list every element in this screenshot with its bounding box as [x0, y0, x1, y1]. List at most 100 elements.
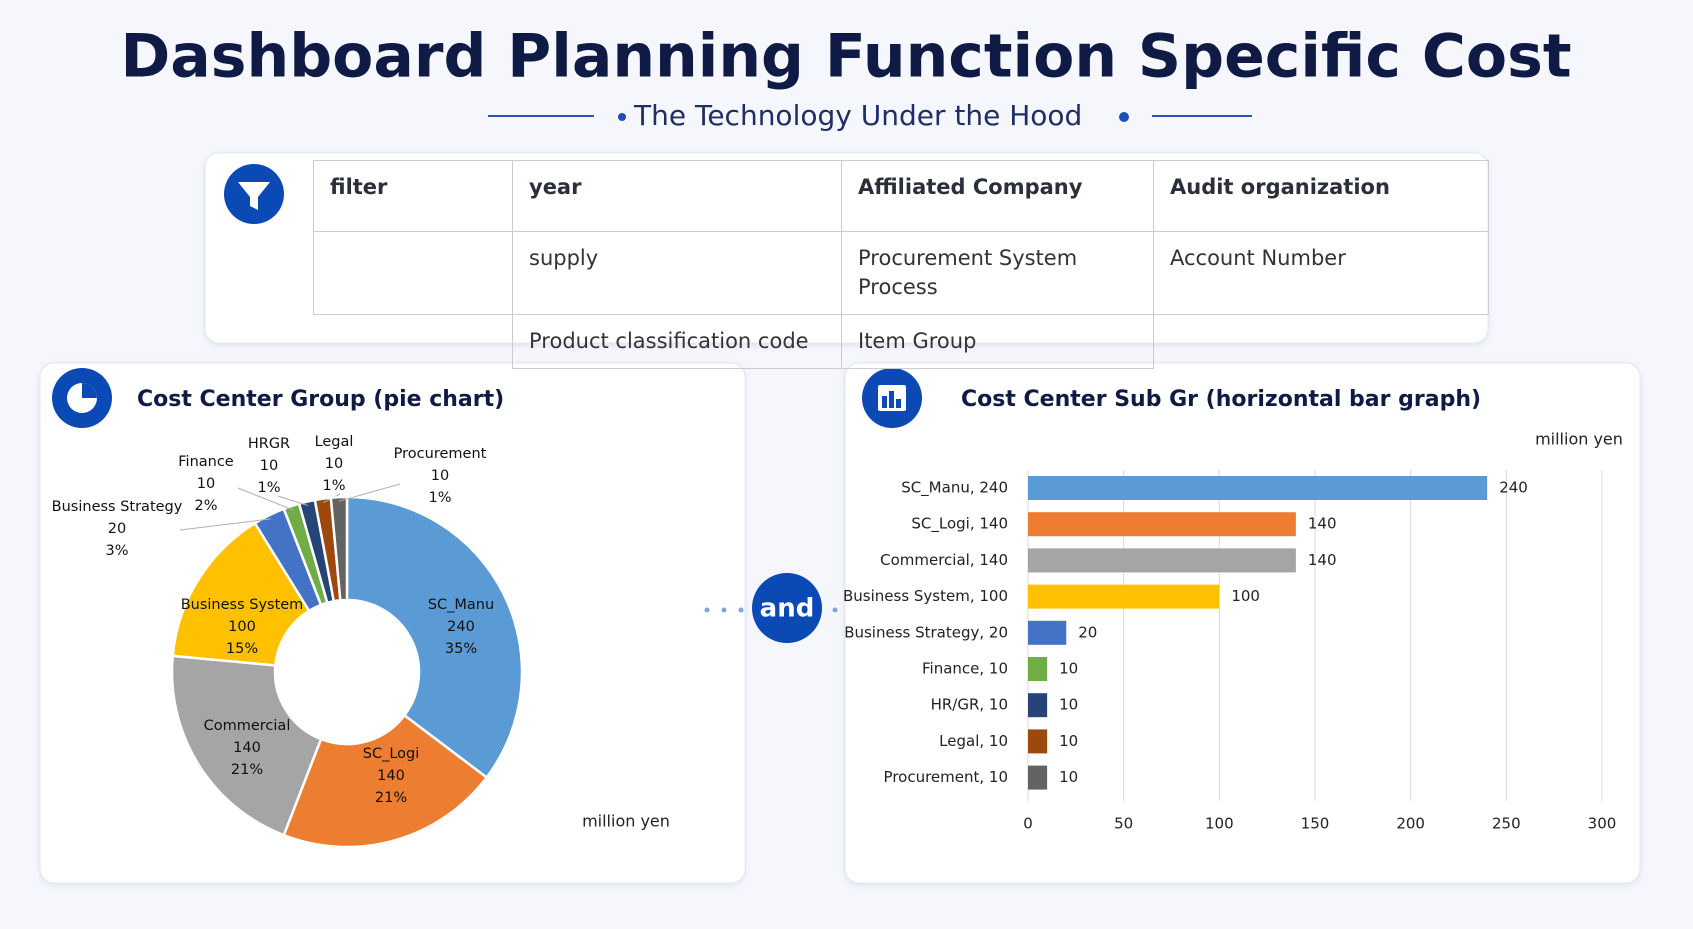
bar [1028, 548, 1296, 573]
slice-label: Commercial [204, 718, 291, 734]
y-tick-label: Procurement, 10 [884, 768, 1008, 786]
value-label: 240 [447, 619, 475, 635]
header-cell: year [512, 160, 842, 232]
bar [1028, 693, 1048, 718]
y-tick-label: Legal, 10 [939, 732, 1008, 750]
unit-label: million yen [1535, 430, 1623, 449]
decor-dot [1119, 112, 1129, 122]
value-label: 140 [377, 768, 405, 784]
funnel-glyph [238, 182, 270, 210]
bar [1028, 729, 1048, 754]
pie-glyph-cut [82, 383, 97, 398]
value-label: 100 [1231, 587, 1260, 605]
y-tick-label: Commercial, 140 [880, 551, 1008, 569]
slice-label: Business System [181, 597, 304, 613]
leader-line [338, 483, 401, 502]
slice-label: Procurement [394, 446, 487, 462]
table-cell: Account Number [1153, 231, 1489, 315]
percent-label: 21% [231, 762, 263, 778]
y-tick-label: SC_Logi, 140 [911, 515, 1008, 534]
filter-table: filter year Affiliated Company Audit organi… [313, 160, 1489, 369]
value-label: 10 [1059, 660, 1078, 678]
value-label: 10 [1059, 696, 1078, 714]
chart-title: Cost Center Group (pie chart) [137, 387, 504, 412]
value-label: 10 [1059, 732, 1078, 750]
y-tick-label: SC_Manu, 240 [901, 479, 1008, 498]
x-tick-label: 150 [1301, 815, 1330, 833]
header-cell: filter [313, 160, 513, 232]
table-row: supply Procurement System Process Account … [313, 231, 1489, 315]
dot [738, 607, 744, 613]
table-cell [313, 231, 513, 315]
percent-label: 21% [375, 790, 407, 806]
leader-line [179, 518, 271, 531]
table-row: Product classification code Item Group [313, 314, 1489, 369]
pie-slice [171, 521, 311, 667]
table-cell: Item Group [841, 314, 1154, 369]
x-tick-label: 200 [1396, 815, 1425, 833]
value-label: 10 [431, 468, 449, 484]
percent-label: 2% [194, 498, 217, 514]
bar [1028, 476, 1488, 500]
leader-line [277, 495, 309, 507]
value-label: 10 [197, 476, 215, 492]
y-tick-label: Business Strategy, 20 [844, 623, 1008, 641]
bar [1028, 512, 1296, 537]
pie-slice [282, 713, 489, 849]
bar [1028, 584, 1220, 609]
slice-label: SC_Logi [363, 746, 420, 762]
value-label: 240 [1499, 479, 1528, 497]
y-tick-label: HR/GR, 10 [931, 696, 1008, 714]
percent-label: 35% [445, 641, 477, 657]
connector-circle [752, 573, 822, 643]
table-row: filter year Affiliated Company Audit organi… [313, 160, 1489, 232]
slice-label: SC_Manu [428, 597, 494, 613]
table-cell: supply [512, 231, 842, 315]
unit-label: million yen [582, 812, 670, 831]
table-cell: Product classification code [512, 314, 842, 369]
dot [704, 607, 710, 613]
table-cell [313, 314, 513, 369]
pie-slice [170, 654, 323, 837]
x-tick-label: 50 [1114, 815, 1133, 833]
bar [1028, 765, 1048, 790]
percent-label: 15% [226, 641, 258, 657]
bar [1028, 657, 1048, 681]
value-label: 10 [1059, 768, 1078, 786]
bar-glyph-col [889, 391, 894, 408]
x-tick-label: 300 [1588, 815, 1617, 833]
chart-title: Cost Center Sub Gr (horizontal bar graph… [961, 387, 1481, 412]
percent-label: 1% [322, 478, 345, 494]
y-tick-label: Business System, 100 [843, 587, 1008, 605]
value-label: 10 [260, 458, 278, 474]
value-label: 140 [1308, 551, 1337, 569]
x-tick-label: 250 [1492, 815, 1521, 833]
value-label: 20 [108, 521, 126, 537]
x-tick-label: 0 [1023, 815, 1033, 833]
y-tick-label: Finance, 10 [922, 660, 1008, 678]
slice-label: Finance [178, 454, 234, 470]
x-tick-label: 100 [1205, 815, 1234, 833]
bar-glyph-col [896, 399, 901, 408]
value-label: 140 [233, 740, 261, 756]
pie-slice [329, 495, 349, 602]
table-cell: Procurement System Process [841, 231, 1154, 315]
slice-label: HRGR [248, 436, 290, 452]
pie-slice [345, 495, 524, 780]
bar [1028, 620, 1067, 645]
leader-line [237, 487, 293, 511]
value-label: 10 [325, 456, 343, 472]
slice-label: Legal [315, 434, 354, 450]
connector-label: and [760, 594, 815, 624]
value-label: 20 [1078, 623, 1097, 641]
value-label: 140 [1308, 515, 1337, 533]
percent-label: 1% [428, 490, 451, 506]
header-cell: Affiliated Company [841, 160, 1154, 232]
dot [721, 607, 727, 613]
bar-glyph-col [882, 396, 887, 408]
value-label: 100 [228, 619, 256, 635]
table-cell [1153, 314, 1489, 369]
slice-label: Business Strategy [52, 499, 183, 515]
